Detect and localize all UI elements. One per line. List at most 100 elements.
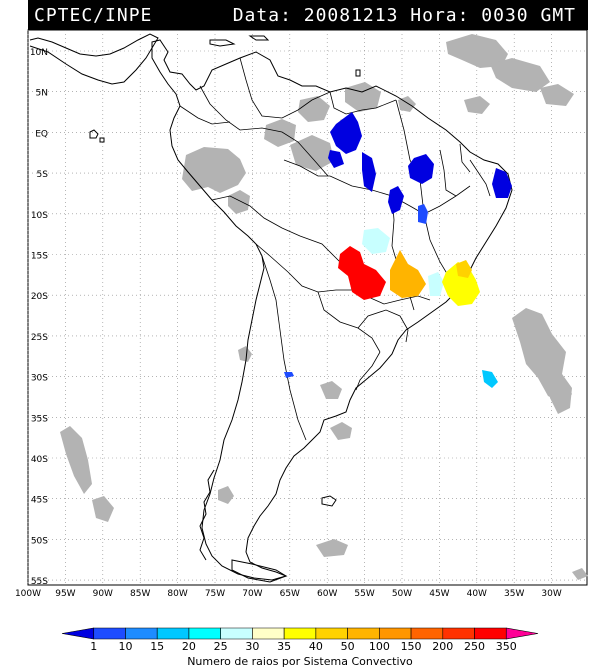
- lon-tick-label: 100W: [15, 589, 41, 599]
- legend-tick-label: 200: [432, 640, 453, 653]
- cloud-patch: [572, 568, 588, 580]
- latitude-labels: 10N 5N EQ 5S 10S 15S 20S 25S 30S 35S 40S 45S 50S 55S: [30, 48, 48, 587]
- map-frame: [27, 29, 588, 586]
- central-america-coastline: [29, 33, 159, 85]
- lat-tick-label: 55S: [31, 577, 48, 587]
- lon-tick-label: 70W: [242, 589, 262, 599]
- cloud-patch: [228, 190, 250, 214]
- caribbean-island: [248, 35, 270, 41]
- coastline-layer: [29, 33, 513, 583]
- chilean-fjords: [199, 469, 215, 561]
- state-border: [459, 143, 471, 173]
- convective-system: [482, 370, 498, 388]
- border-line: [199, 85, 329, 177]
- legend-tick-label: 30: [245, 640, 259, 653]
- cloud-patch: [92, 496, 114, 522]
- legend-color-swatch: [442, 627, 475, 640]
- cloud-patch: [446, 34, 508, 68]
- legend-color-swatch: [379, 627, 412, 640]
- legend-tick-label: 100: [369, 640, 390, 653]
- longitude-labels: 100W 95W 90W 85W 80W 75W 70W 65W 60W 55W 50W 45W 40W…: [15, 589, 562, 599]
- lat-tick-label: 20S: [31, 292, 48, 302]
- legend-tick-label: 350: [496, 640, 517, 653]
- lon-tick-label: 80W: [167, 589, 187, 599]
- caribbean-island: [209, 39, 236, 47]
- cloud-patch: [60, 426, 92, 494]
- legend-color-swatch: [474, 627, 507, 640]
- border-line: [355, 351, 381, 391]
- convective-system: [418, 204, 428, 224]
- lat-tick-label: EQ: [35, 129, 48, 139]
- convective-system: [408, 154, 434, 184]
- border-line: [239, 57, 331, 119]
- cloud-patch: [540, 84, 574, 106]
- cloud-patch: [290, 135, 334, 171]
- lon-tick-label: 85W: [130, 589, 150, 599]
- lon-tick-label: 95W: [55, 589, 75, 599]
- legend-color-swatch: [93, 627, 126, 640]
- lat-tick-label: 25S: [31, 333, 48, 343]
- cloud-cover-layer: [60, 34, 588, 580]
- lon-tick-label: 60W: [317, 589, 337, 599]
- caribbean-island: [355, 69, 361, 77]
- state-border: [329, 175, 471, 215]
- legend-tick-label: 250: [464, 640, 485, 653]
- legend-label: Numero de raios por Sistema Convectivo: [187, 655, 413, 668]
- datetime-label: Data: 20081213 Hora: 0030 GMT: [232, 5, 576, 26]
- border-line: [261, 255, 307, 441]
- lat-tick-label: 15S: [31, 252, 48, 262]
- lon-tick-label: 45W: [429, 589, 449, 599]
- lon-tick-label: 30W: [541, 589, 561, 599]
- state-border: [469, 159, 491, 197]
- convective-system: [362, 228, 390, 254]
- lat-tick-label: 45S: [31, 496, 48, 506]
- border-line: [329, 91, 397, 115]
- cloud-patch: [320, 381, 342, 399]
- legend-tick-label: 1: [90, 640, 97, 653]
- country-borders-layer: [179, 57, 491, 441]
- lon-tick-label: 40W: [467, 589, 487, 599]
- legend-tick-label: 10: [118, 640, 132, 653]
- legend-color-swatch: [410, 627, 444, 640]
- legend-tick-label: 150: [401, 640, 422, 653]
- legend-tick-label: 40: [309, 640, 323, 653]
- cloud-patch: [182, 147, 246, 193]
- convective-system: [328, 112, 376, 192]
- lon-tick-label: 90W: [93, 589, 113, 599]
- border-line: [317, 291, 381, 353]
- lon-tick-label: 50W: [392, 589, 412, 599]
- lat-tick-label: 40S: [31, 455, 48, 465]
- legend-tick-label: 20: [182, 640, 196, 653]
- lon-tick-label: 55W: [354, 589, 374, 599]
- border-line: [357, 309, 409, 343]
- south-america-coastline: [151, 39, 513, 581]
- convective-system: [388, 186, 404, 214]
- legend-color-swatch: [156, 627, 190, 640]
- legend-color-swatch: [505, 627, 539, 640]
- cloud-patch: [238, 346, 252, 362]
- convective-system: [338, 246, 386, 300]
- lat-tick-label: 10S: [31, 211, 48, 221]
- border-line: [255, 243, 352, 293]
- cloud-patch: [548, 374, 572, 414]
- lat-tick-label: 5S: [37, 170, 49, 180]
- galapagos-islands: [89, 129, 105, 143]
- lat-tick-label: 35S: [31, 414, 48, 424]
- lat-tick-label: 10N: [30, 48, 48, 58]
- lon-tick-label: 35W: [504, 589, 524, 599]
- legend-color-swatch: [61, 627, 95, 640]
- convective-system: [492, 168, 512, 198]
- cloud-patch: [316, 539, 348, 557]
- cloud-patch: [218, 486, 234, 504]
- convective-system: [284, 372, 294, 378]
- convective-system: [456, 260, 472, 278]
- cloud-patch: [490, 58, 550, 92]
- legend-color-swatch: [347, 627, 380, 640]
- legend-color-swatch: [252, 627, 285, 640]
- convective-system: [428, 272, 444, 296]
- cloud-patch: [330, 422, 352, 440]
- convective-system: [390, 250, 426, 298]
- falkland-islands: [321, 495, 337, 507]
